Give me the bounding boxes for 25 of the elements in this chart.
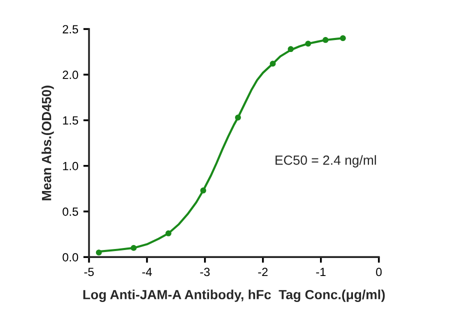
y-tick-label: 0.0 <box>62 253 78 262</box>
point <box>165 230 172 236</box>
x-tick-label: -2 <box>258 268 268 276</box>
y-tick-label: 0.5 <box>62 208 78 216</box>
point <box>96 250 102 256</box>
point <box>235 114 241 120</box>
point <box>200 188 206 194</box>
y-tick-label: 2.5 <box>62 25 78 34</box>
point <box>288 46 294 52</box>
annotation: EC50 = 2.4 ng/ml <box>276 155 376 168</box>
point <box>270 60 276 67</box>
x-tick-label: 0 <box>376 268 382 276</box>
point <box>305 40 312 47</box>
point <box>130 245 137 251</box>
point <box>322 37 328 43</box>
x-tick-label: -5 <box>84 268 94 276</box>
x-axis-title: Log Anti-JAM-A Antibody, hFc Tag Conc.(μg/ml) <box>83 290 385 302</box>
y-tick-label: 2.0 <box>62 70 78 80</box>
y-axis-title: Mean Abs.(OD450) <box>42 86 54 200</box>
x-tick-label: -4 <box>142 268 152 276</box>
point <box>340 35 346 42</box>
x-tick-label: -3 <box>200 268 210 276</box>
y-tick-label: 1.5 <box>63 116 78 125</box>
x-tick-label: -1 <box>316 268 326 276</box>
y-tick-label: 1.0 <box>63 162 78 170</box>
